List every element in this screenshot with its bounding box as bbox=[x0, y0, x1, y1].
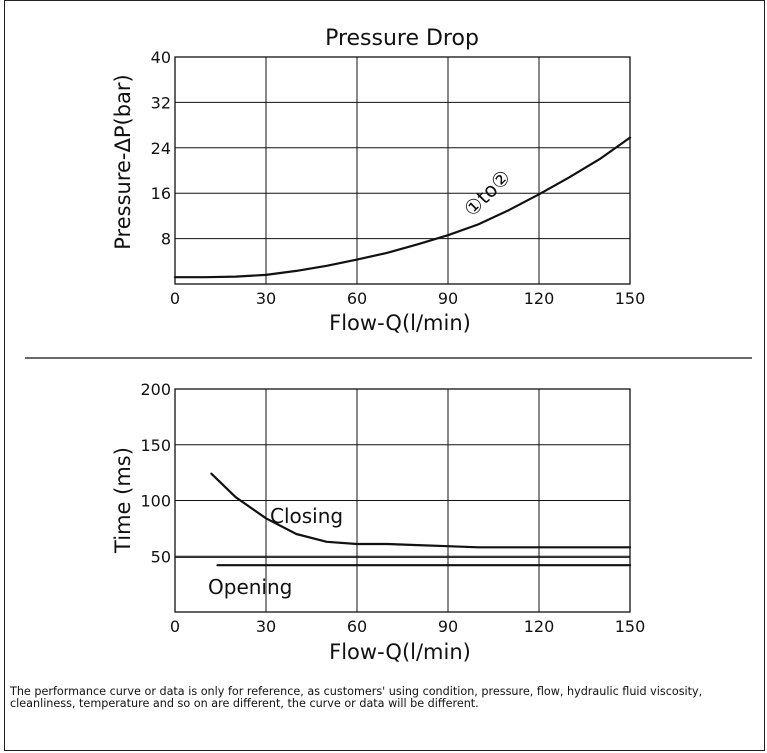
figure-frame bbox=[4, 0, 765, 751]
x-tick-label: 0 bbox=[170, 289, 180, 308]
series-line-to bbox=[173, 136, 632, 279]
y-axis-label: Time (ms) bbox=[111, 447, 135, 554]
y-tick-label: 32 bbox=[151, 93, 171, 112]
y-tick-label: 50 bbox=[151, 547, 171, 566]
x-axis-label: Flow-Q(l/min) bbox=[329, 640, 471, 664]
series-annotation: Opening bbox=[208, 575, 292, 599]
x-axis-label: Flow-Q(l/min) bbox=[329, 311, 471, 335]
x-tick-label: 120 bbox=[524, 289, 555, 308]
x-tick-label: 150 bbox=[615, 289, 646, 308]
y-axis-label: Pressure-ΔP(bar) bbox=[111, 74, 135, 250]
x-tick-label: 60 bbox=[347, 617, 367, 636]
y-tick-label: 8 bbox=[161, 230, 171, 249]
x-tick-label: 90 bbox=[438, 289, 458, 308]
x-tick-label: 60 bbox=[347, 289, 367, 308]
y-tick-label: 40 bbox=[151, 48, 171, 67]
y-tick-label: 150 bbox=[140, 436, 171, 455]
pressure-drop-chart: 0 30 60 90 120 150 8 16 24 32 40 Pressure Drop Flow-… bbox=[111, 26, 645, 335]
y-tick-label: 16 bbox=[151, 184, 171, 203]
y-tick-label: 100 bbox=[140, 492, 171, 511]
x-tick-label: 30 bbox=[256, 617, 276, 636]
series-line-closing bbox=[210, 472, 632, 549]
y-tick-label: 24 bbox=[151, 139, 171, 158]
y-tick-label: 200 bbox=[140, 380, 171, 399]
plot-area-border bbox=[174, 56, 631, 285]
x-tick-label: 0 bbox=[170, 617, 180, 636]
plot-area-border bbox=[174, 388, 631, 613]
series-annotation: Closing bbox=[270, 504, 343, 528]
x-tick-label: 30 bbox=[256, 289, 276, 308]
x-tick-label: 90 bbox=[438, 617, 458, 636]
response-time-chart: 0 30 60 90 120 150 50 100 150 200 Flow-Q(l/min) Tim… bbox=[111, 380, 645, 664]
disclaimer-text: The performance curve or data is only fo… bbox=[10, 685, 703, 710]
x-tick-label: 150 bbox=[615, 617, 646, 636]
chart-title: Pressure Drop bbox=[325, 26, 479, 51]
x-tick-label: 120 bbox=[524, 617, 555, 636]
